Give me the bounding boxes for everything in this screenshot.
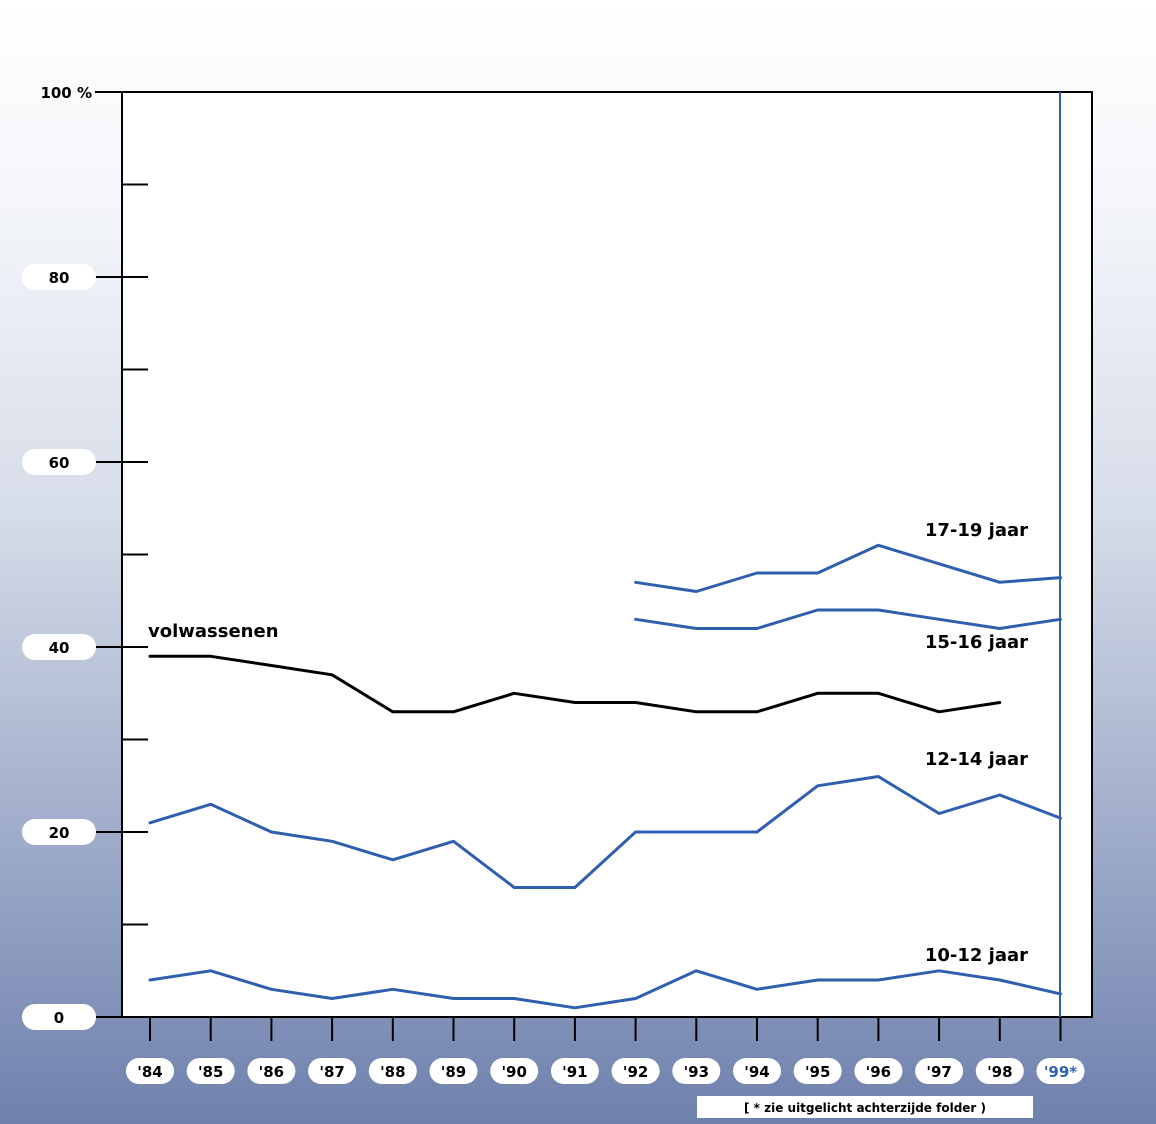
- x-tick-pill: [975, 1058, 1024, 1084]
- x-tick-label: '85: [198, 1063, 223, 1081]
- y-tick-pill: [22, 1004, 96, 1030]
- x-tick-label: '92: [623, 1063, 648, 1081]
- x-tick-pill: [490, 1058, 539, 1084]
- x-tick-label: '88: [380, 1063, 405, 1081]
- series-lines: [148, 543, 1062, 1010]
- x-tick-pill: [126, 1058, 174, 1084]
- x-tick-pill: [247, 1058, 296, 1084]
- x-tick-label: '93: [684, 1063, 709, 1081]
- series-label: 12-14 jaar: [925, 749, 1028, 770]
- x-tick-pill: [611, 1058, 660, 1084]
- series-label: 10-12 jaar: [925, 945, 1028, 966]
- x-tick-pill: [429, 1058, 478, 1084]
- y-tick-label: 60: [49, 454, 70, 472]
- series-line: [148, 969, 1062, 1010]
- y-tick-pill: [22, 819, 96, 845]
- y-tick-label: 0: [54, 1009, 64, 1027]
- y-tick-pill: [22, 634, 96, 660]
- x-tick-label: '95: [805, 1063, 830, 1081]
- x-tick-label: '96: [866, 1063, 891, 1081]
- x-tick-pill: [672, 1058, 721, 1084]
- series-labels: volwassenen 17-19 jaar 15-16 jaar 12-14 jaa…: [148, 520, 1028, 966]
- y-tick-label: 20: [49, 824, 70, 842]
- footnote-text: [ * zie uitgelicht achterzijde folder ): [744, 1101, 986, 1115]
- x-tick-label: '99*: [1044, 1063, 1077, 1081]
- series-label: volwassenen: [148, 621, 279, 642]
- series-line: [634, 543, 1062, 593]
- x-tick-label: '98: [987, 1063, 1012, 1081]
- x-tick-label: '94: [744, 1063, 769, 1081]
- x-tick-label: '87: [319, 1063, 344, 1081]
- x-tick-label: '90: [501, 1063, 526, 1081]
- series-line: [634, 608, 1062, 630]
- x-tick-pill: [854, 1058, 903, 1084]
- x-tick-pill: [1036, 1058, 1085, 1084]
- y-tick-label: 100 %: [40, 84, 92, 102]
- y-tick-label: 80: [49, 269, 70, 287]
- footnote-background: [697, 1096, 1033, 1118]
- y-tick-label: 40: [49, 639, 70, 657]
- x-tick-label: '84: [137, 1063, 162, 1081]
- x-tick-pill: [793, 1058, 842, 1084]
- x-tick-pill: [915, 1058, 964, 1084]
- series-line: [148, 775, 1062, 889]
- x-tick-pill: [368, 1058, 417, 1084]
- x-tick-label: '91: [562, 1063, 587, 1081]
- series-line: [148, 654, 1002, 714]
- x-tick-pill: [308, 1058, 357, 1084]
- plot-area: [122, 92, 1092, 1017]
- x-tick-label: '97: [926, 1063, 951, 1081]
- series-label: 15-16 jaar: [925, 632, 1028, 653]
- y-axis: 100 % 80 60 40 20 0: [22, 84, 148, 1030]
- y-tick-pill: [22, 264, 96, 290]
- x-tick-pill: [186, 1058, 235, 1084]
- y-tick-pill: [22, 449, 96, 475]
- x-tick-label: '89: [441, 1063, 466, 1081]
- series-label: 17-19 jaar: [925, 520, 1028, 541]
- x-tick-pill: [733, 1058, 781, 1084]
- x-axis: '84 '85 '86 '87 '88 '89 '90 '91 '92 '93 '94 '95 '96 '…: [126, 1017, 1085, 1084]
- footnote: [ * zie uitgelicht achterzijde folder ): [697, 1096, 1033, 1118]
- x-tick-label: '86: [259, 1063, 284, 1081]
- x-tick-pill: [550, 1058, 599, 1084]
